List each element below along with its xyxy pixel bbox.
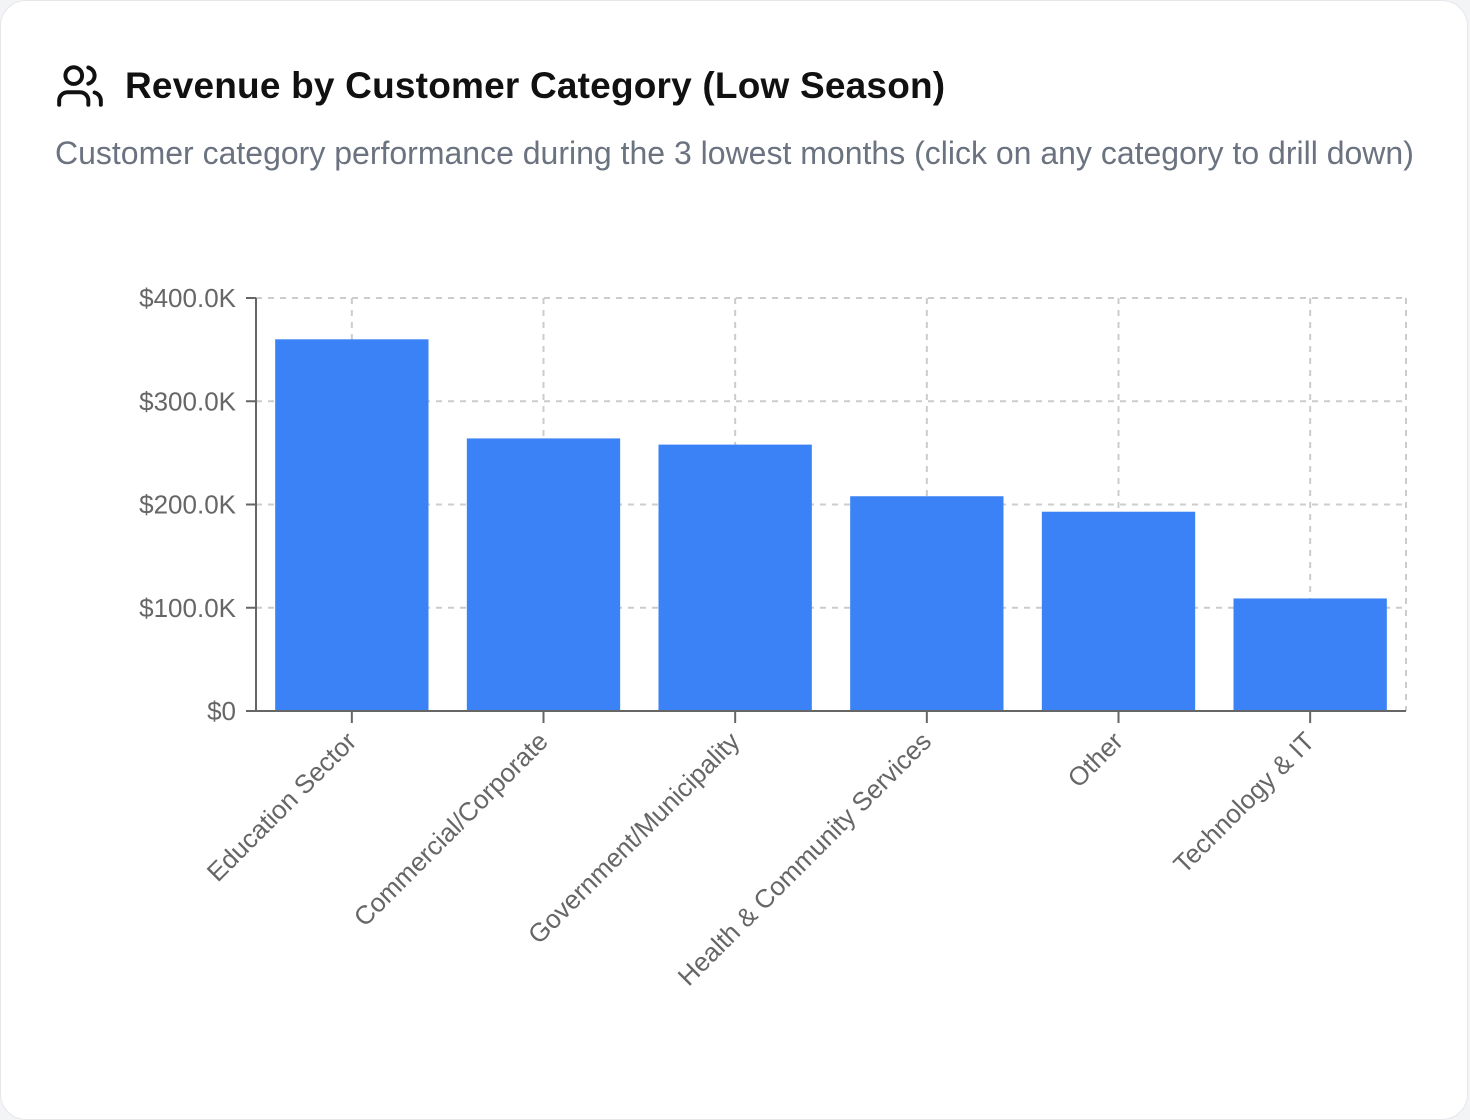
y-tick-label: $200.0K: [139, 490, 237, 520]
y-tick-label: $0: [207, 696, 236, 726]
x-tick-label: Technology & IT: [1167, 726, 1320, 879]
bar-chart: $0 $100.0K $200.0K $300.0K $400.0K Education …: [1, 251, 1470, 1051]
y-tick-label: $300.0K: [139, 386, 237, 416]
bar-4[interactable]: [850, 496, 1004, 711]
bar-1[interactable]: [275, 339, 429, 711]
x-tick-label: Government/Municipality: [522, 726, 746, 950]
y-tick-label: $400.0K: [139, 283, 237, 313]
y-tick-label: $100.0K: [139, 593, 237, 623]
x-tick-label: Other: [1062, 726, 1129, 793]
bar-5[interactable]: [1041, 511, 1196, 711]
bar-2[interactable]: [466, 438, 621, 711]
chart-subtitle: Customer category performance during the…: [55, 135, 1414, 171]
users-icon: [57, 65, 103, 107]
x-tick-label: Commercial/Corporate: [348, 726, 554, 932]
chart-title: Revenue by Customer Category (Low Season…: [125, 65, 946, 106]
bar-6[interactable]: [1233, 598, 1387, 711]
bar-3[interactable]: [658, 444, 812, 711]
x-tick-label: Education Sector: [201, 726, 362, 887]
card-header: Revenue by Customer Category (Low Season…: [55, 61, 945, 111]
bar-chart-svg: $0 $100.0K $200.0K $300.0K $400.0K Education …: [139, 283, 1407, 991]
